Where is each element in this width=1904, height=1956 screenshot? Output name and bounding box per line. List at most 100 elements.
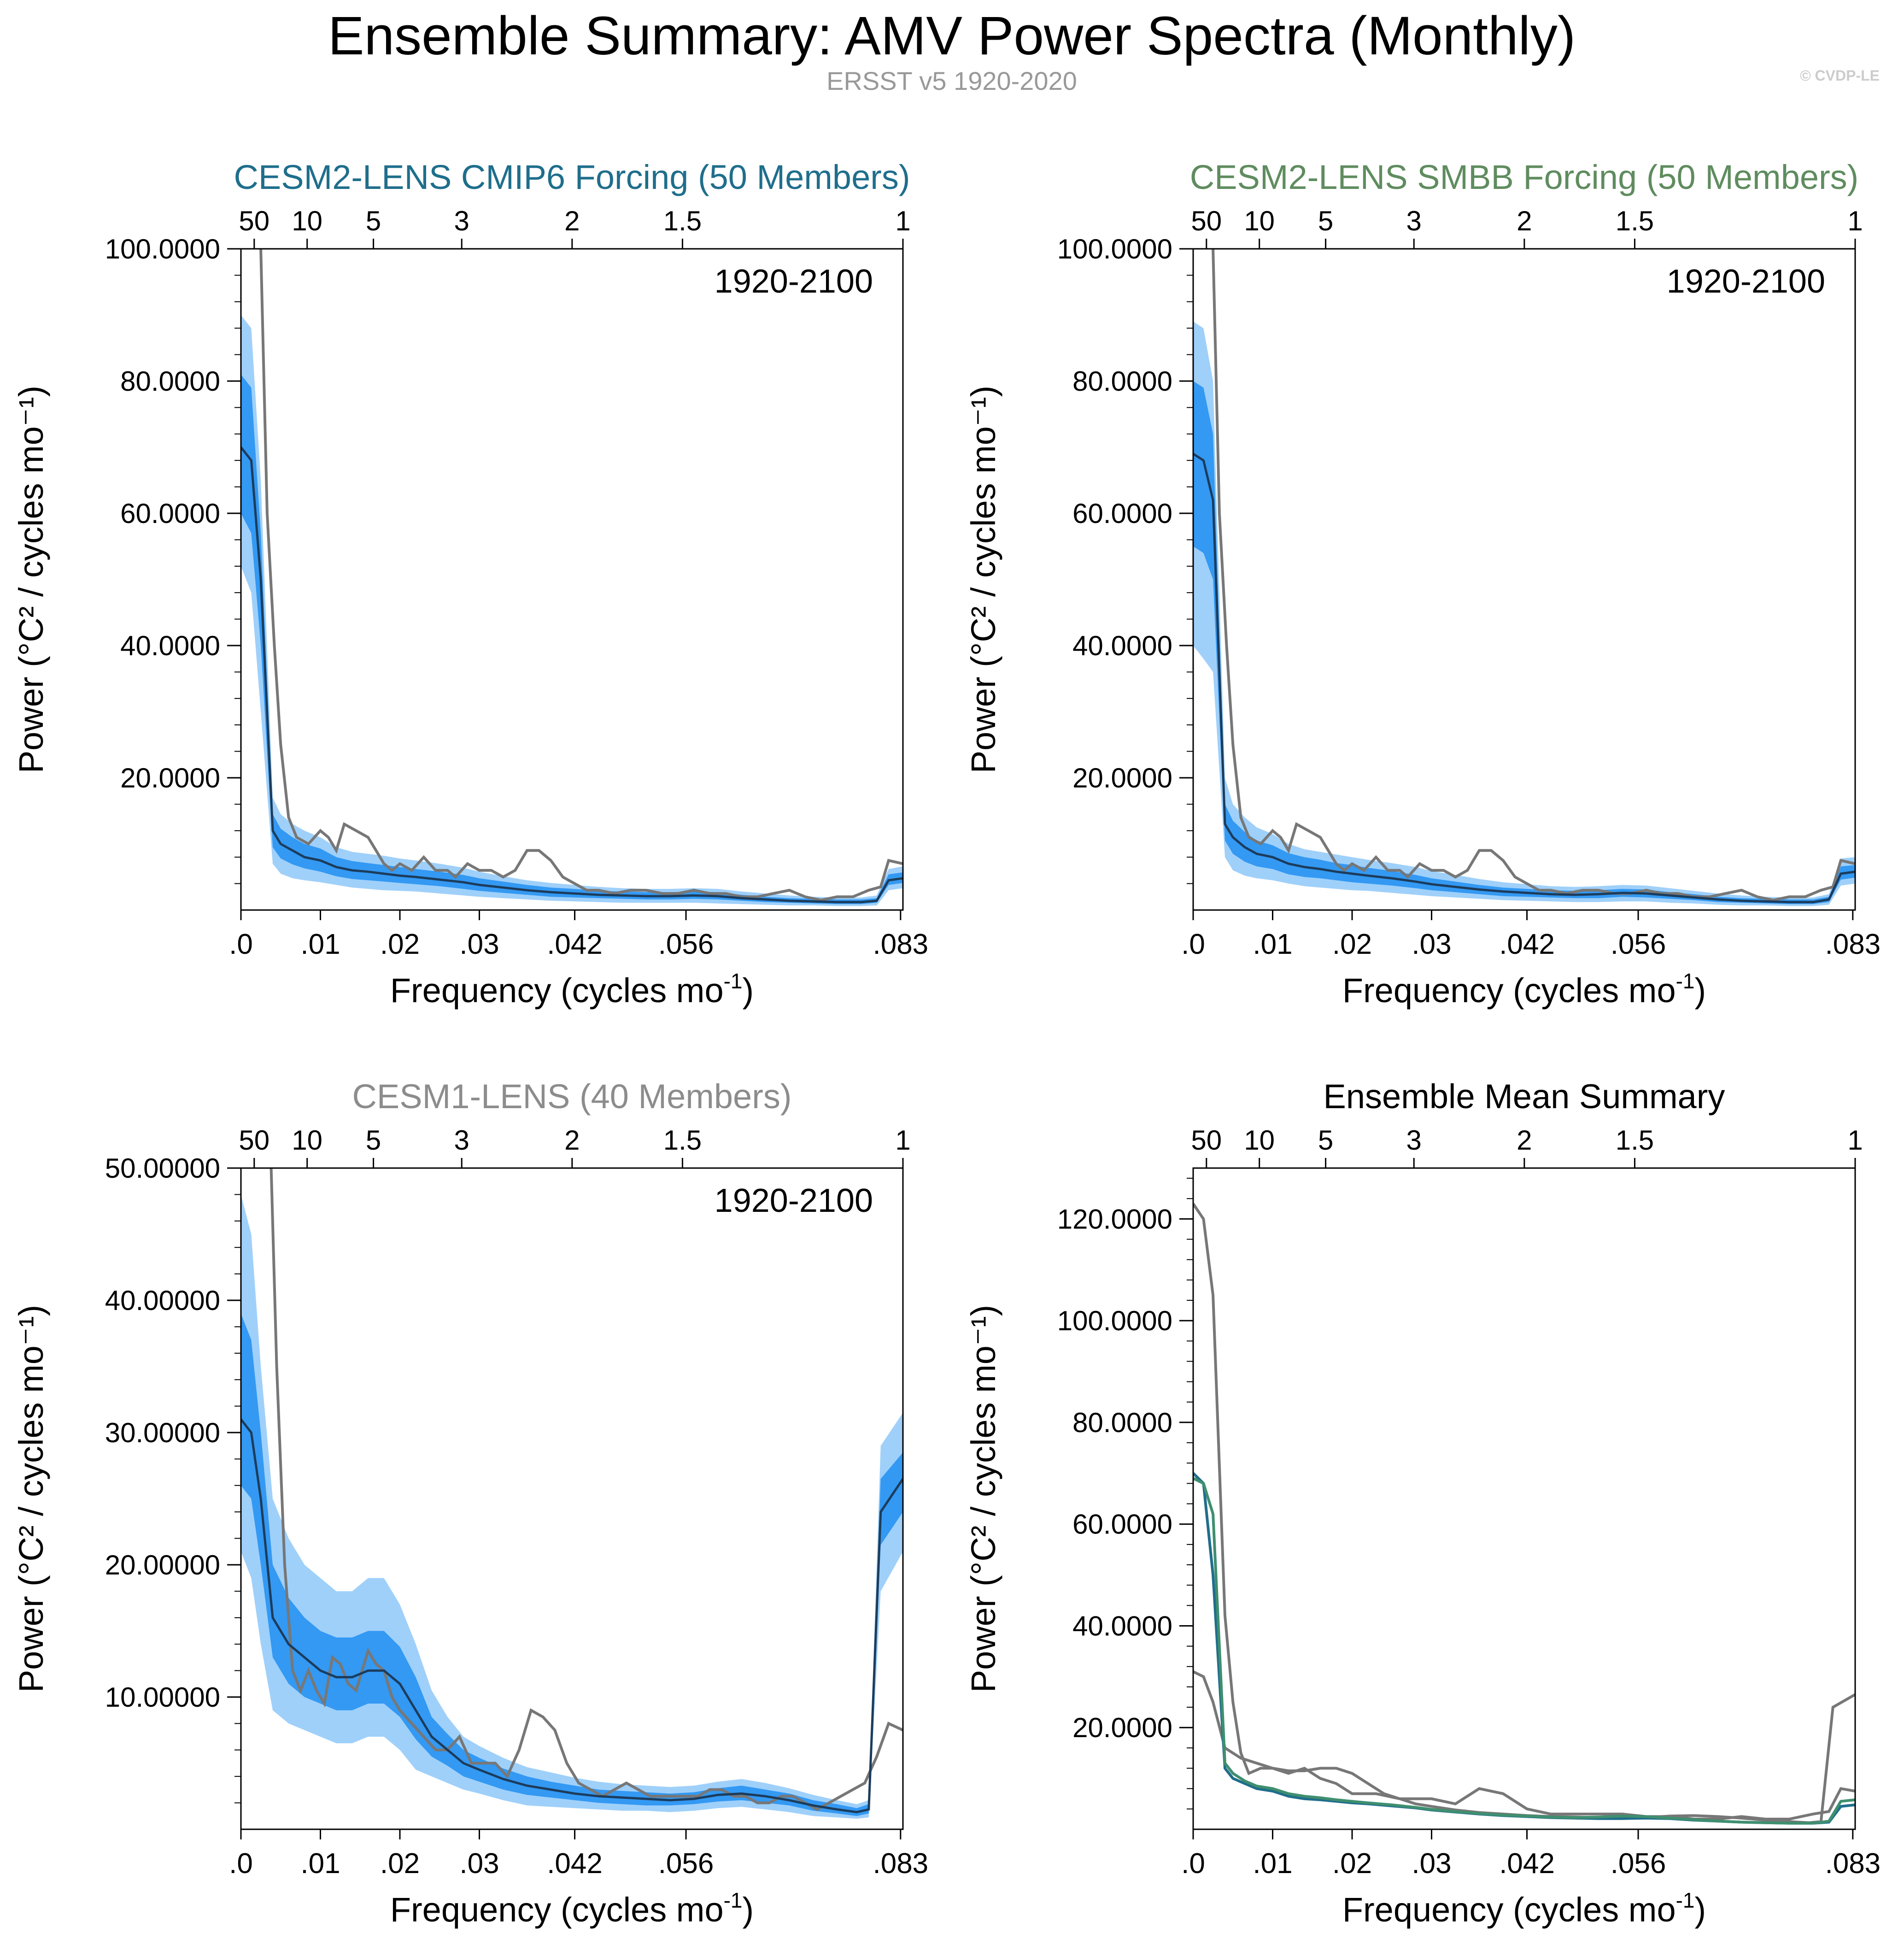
x-axis-label: Frequency (cycles mo-1) [1342, 969, 1706, 1010]
y-tick-label: 10.00000 [105, 1682, 220, 1713]
top-tick-label: 1.5 [1616, 206, 1654, 236]
x-axis-label-tail: ) [1695, 1891, 1706, 1929]
period-label: 1920-2100 [1667, 263, 1825, 300]
top-tick-label: 1 [1847, 1125, 1863, 1156]
ensemble-mean-line [1193, 452, 1855, 904]
x-tick-label: .0 [1181, 928, 1205, 960]
y-tick-label: 20.0000 [1072, 763, 1172, 793]
plot-area [1193, 1203, 1855, 1825]
figure-credit: © CVDP-LE [1800, 67, 1880, 84]
x-tick-label: .0 [229, 1848, 253, 1880]
y-tick-label: 60.0000 [1072, 1509, 1172, 1540]
x-tick-label: .01 [1253, 928, 1292, 960]
mean-line-ersst-v5 [1193, 1203, 1855, 1821]
x-tick-label: .02 [380, 1848, 420, 1880]
x-tick-label: .042 [1499, 928, 1555, 960]
top-tick-label: 5 [366, 206, 381, 236]
x-tick-label: .056 [1611, 928, 1666, 960]
x-tick-label: .0 [229, 928, 253, 960]
x-axis-label-sup: -1 [724, 969, 743, 993]
y-tick-label: 60.0000 [1072, 498, 1172, 529]
top-tick-label: 5 [1318, 206, 1333, 236]
top-tick-label: 3 [454, 1125, 469, 1156]
mean-line-cesm2-lens-smbb [1193, 1477, 1855, 1825]
y-tick-label: 40.0000 [120, 630, 220, 661]
top-tick-label: 1.5 [663, 206, 702, 236]
x-axis-label: Frequency (cycles mo-1) [390, 1888, 754, 1929]
x-tick-label: .03 [1412, 1848, 1451, 1880]
top-tick-label: 3 [1406, 1125, 1422, 1156]
y-axis-label: Power (°C² / cycles mo⁻¹) [964, 386, 1002, 774]
y-tick-label: 80.0000 [1072, 1407, 1172, 1438]
y-tick-label: 30.00000 [105, 1417, 220, 1448]
top-tick-label: 2 [564, 1125, 580, 1156]
x-axis-label-tail: ) [743, 1891, 754, 1929]
top-tick-label: 1.5 [1616, 1125, 1654, 1156]
y-axis-label: Power (°C² / cycles mo⁻¹) [12, 1305, 50, 1693]
x-tick-label: .02 [1332, 1848, 1372, 1880]
x-tick-label: .056 [658, 1848, 714, 1880]
y-tick-label: 80.0000 [1072, 366, 1172, 397]
band-25-75 [1193, 381, 1855, 905]
x-tick-label: .01 [1253, 1848, 1292, 1880]
panel-cesm2-smbb: CESM2-LENS SMBB Forcing (50 Members) .0 .0… [964, 158, 1881, 1010]
y-tick-label: 40.00000 [105, 1285, 220, 1316]
top-tick-label: 50 [1191, 206, 1222, 236]
top-tick-label: 10 [292, 206, 322, 236]
plot-area [241, 1168, 903, 1819]
x-tick-label: .03 [459, 1848, 499, 1880]
y-tick-label: 100.0000 [1057, 234, 1172, 264]
top-tick-label: 50 [239, 1125, 269, 1156]
figure-title: Ensemble Summary: AMV Power Spectra (Mon… [328, 6, 1576, 66]
x-tick-label: .042 [547, 1848, 603, 1880]
x-tick-label: .042 [547, 928, 603, 960]
top-tick-label: 1 [895, 1125, 910, 1156]
band-25-75 [241, 1313, 903, 1816]
x-axis-label-tail: ) [743, 971, 754, 1010]
x-tick-label: .01 [300, 928, 340, 960]
top-tick-label: 1.5 [663, 1125, 702, 1156]
y-axis-label: Power (°C² / cycles mo⁻¹) [12, 386, 50, 774]
x-tick-label: .03 [1412, 928, 1451, 960]
x-tick-label: .02 [1332, 928, 1372, 960]
panel-title: CESM2-LENS SMBB Forcing (50 Members) [1190, 158, 1859, 196]
x-tick-label: .042 [1499, 1848, 1555, 1880]
period-label: 1920-2100 [715, 1182, 873, 1219]
top-tick-label: 1 [1847, 206, 1863, 236]
top-tick-label: 50 [239, 206, 269, 236]
top-tick-label: 2 [1517, 1125, 1532, 1156]
top-tick-label: 10 [1244, 206, 1275, 236]
x-tick-label: .02 [380, 928, 420, 960]
top-tick-label: 5 [1318, 1125, 1333, 1156]
y-tick-label: 20.0000 [1072, 1712, 1172, 1743]
period-label: 1920-2100 [715, 263, 873, 300]
y-axis-label: Power (°C² / cycles mo⁻¹) [964, 1305, 1002, 1693]
top-tick-label: 2 [1517, 206, 1532, 236]
ensemble-mean-line [241, 1418, 903, 1814]
x-tick-label: .03 [459, 928, 499, 960]
y-tick-label: 100.0000 [1057, 1305, 1172, 1336]
y-tick-label: 40.0000 [1072, 630, 1172, 661]
top-tick-label: 1 [895, 206, 910, 236]
x-tick-label: .0 [1181, 1848, 1205, 1880]
y-tick-label: 120.0000 [1057, 1204, 1172, 1234]
x-tick-label: .083 [873, 928, 928, 960]
panels-group: CESM2-LENS CMIP6 Forcing (50 Members) .0.… [12, 158, 1881, 1929]
y-tick-label: 40.0000 [1072, 1610, 1172, 1641]
top-tick-label: 3 [454, 206, 469, 236]
y-tick-label: 20.0000 [120, 763, 220, 793]
y-tick-label: 100.0000 [105, 234, 220, 264]
x-axis-label-sup: -1 [1676, 1888, 1695, 1912]
panel-title: Ensemble Mean Summary [1324, 1077, 1725, 1116]
x-tick-label: .01 [300, 1848, 340, 1880]
x-axis-label: Frequency (cycles mo-1) [390, 969, 754, 1010]
band-25-75 [241, 374, 903, 905]
top-tick-label: 10 [292, 1125, 322, 1156]
x-tick-label: .083 [873, 1848, 928, 1880]
x-tick-label: .083 [1825, 1848, 1881, 1880]
panel-cesm2-cmip6: CESM2-LENS CMIP6 Forcing (50 Members) .0.… [12, 158, 928, 1010]
y-tick-label: 80.0000 [120, 366, 220, 397]
figure-subtitle: ERSST v5 1920-2020 [826, 66, 1077, 95]
y-tick-label: 50.00000 [105, 1153, 220, 1184]
x-axis-label-tail: ) [1695, 971, 1706, 1010]
